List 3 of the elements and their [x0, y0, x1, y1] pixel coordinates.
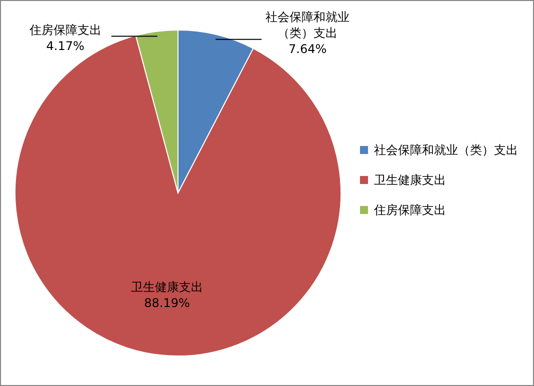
legend-label: 住房保障支出: [374, 202, 447, 218]
legend-label: 社会保障和就业（类）支出: [374, 142, 519, 158]
legend-label: 卫生健康支出: [374, 172, 447, 188]
